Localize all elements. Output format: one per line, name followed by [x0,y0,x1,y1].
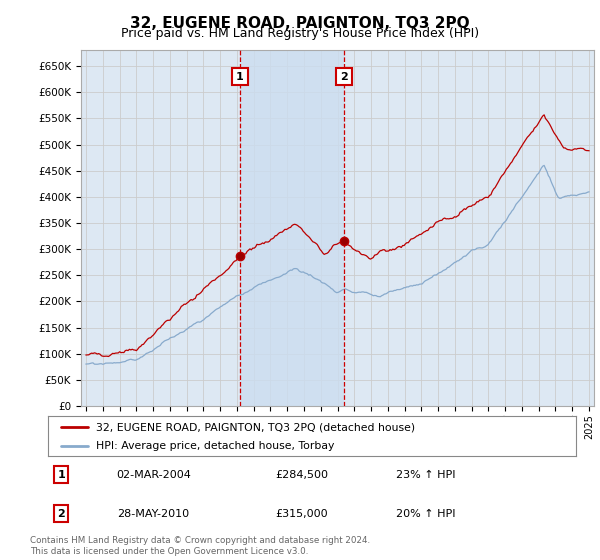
Text: 28-MAY-2010: 28-MAY-2010 [116,509,189,519]
Text: 2: 2 [340,72,348,82]
Text: 32, EUGENE ROAD, PAIGNTON, TQ3 2PQ: 32, EUGENE ROAD, PAIGNTON, TQ3 2PQ [130,16,470,31]
Text: Contains HM Land Registry data © Crown copyright and database right 2024.
This d: Contains HM Land Registry data © Crown c… [30,536,370,556]
Text: £315,000: £315,000 [275,509,328,519]
Text: 23% ↑ HPI: 23% ↑ HPI [397,470,456,479]
Text: 1: 1 [236,72,244,82]
Text: 32, EUGENE ROAD, PAIGNTON, TQ3 2PQ (detached house): 32, EUGENE ROAD, PAIGNTON, TQ3 2PQ (deta… [95,422,415,432]
Text: 2: 2 [58,509,65,519]
Text: Price paid vs. HM Land Registry's House Price Index (HPI): Price paid vs. HM Land Registry's House … [121,27,479,40]
Text: 1: 1 [58,470,65,479]
Text: 02-MAR-2004: 02-MAR-2004 [116,470,191,479]
Text: HPI: Average price, detached house, Torbay: HPI: Average price, detached house, Torb… [95,441,334,451]
Text: 20% ↑ HPI: 20% ↑ HPI [397,509,456,519]
Text: £284,500: £284,500 [275,470,328,479]
Bar [240,50,344,406]
